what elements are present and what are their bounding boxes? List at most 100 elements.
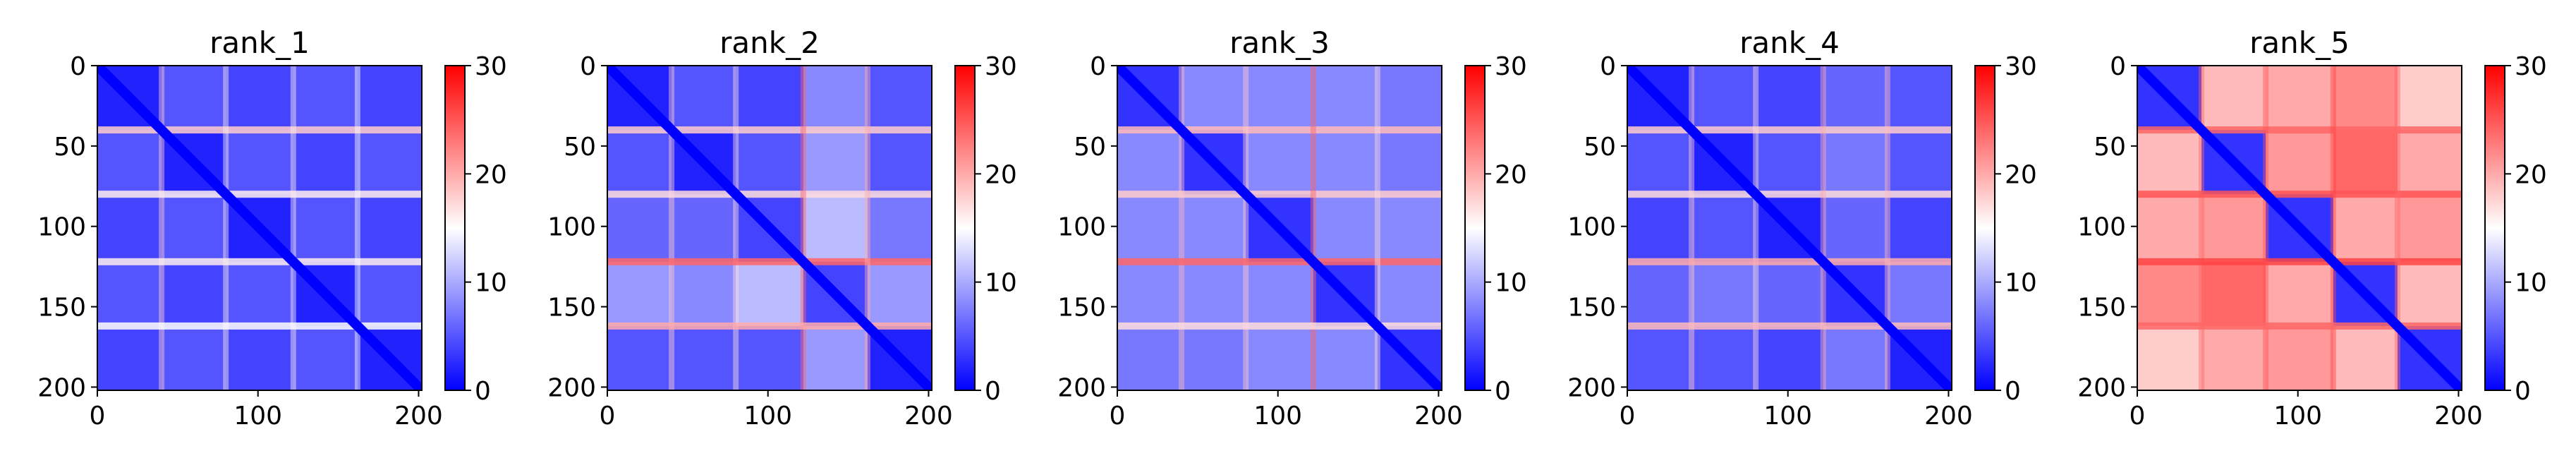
x-tick-label: 0 [600,402,616,431]
colorbar [444,65,466,391]
x-tick-label: 0 [1620,402,1636,431]
colorbar-tick-label: 0 [1495,377,1511,406]
heatmap-frame [1627,65,1952,391]
heatmap-cell [97,325,162,390]
heatmap-cell [162,66,226,131]
heatmap-col-band [2199,66,2205,390]
heatmap-cell [1377,194,1442,263]
heatmap-cell [1627,194,1692,263]
colorbar-tick-label: 20 [475,160,507,189]
heatmap-cell [293,130,358,195]
heatmap-row-band [2137,126,2462,134]
heatmap-cell [803,66,868,131]
colorbar [1464,65,1486,391]
y-tick-label: 0 [70,52,86,81]
heatmap-cell [2266,130,2334,195]
heatmap-cells [1117,66,1442,390]
heatmap-cell [2397,130,2462,195]
x-tick-label: 100 [2273,402,2322,431]
heatmap-cell [803,325,868,390]
heatmap-col-band [2394,66,2400,390]
heatmap-cell [2137,325,2202,390]
heatmap-cell [1691,194,1756,263]
heatmap-cell [1691,66,1756,131]
heatmap-cell [1246,261,1314,327]
heatmap-cell [672,325,736,390]
heatmap-diagonal [97,66,422,390]
heatmap-cell [357,66,422,131]
y-tick-label: 150 [37,294,86,323]
colorbar-tick-label: 20 [1495,160,1527,189]
heatmap-cell [2333,194,2398,263]
heatmap-row-band [607,258,932,265]
heatmap-col-band [1753,66,1759,390]
heatmap-col-band [1820,66,1826,390]
heatmap-cell [1756,261,1824,327]
colorbar-tick-label: 30 [2005,52,2037,81]
heatmap-row-band [1627,126,1952,134]
heatmap-col-band [1374,66,1380,390]
colorbar-tick-label: 20 [2005,160,2037,189]
heatmap-frame [607,65,932,391]
heatmap-cell [672,66,736,131]
heatmap-cells [607,66,932,390]
heatmap-cell [2333,130,2398,195]
x-tick-label: 200 [1414,402,1463,431]
heatmap-row-band [1117,258,1442,265]
y-tick-label: 200 [1567,373,1616,402]
y-tick-label: 50 [54,133,86,162]
heatmap-cell [1377,261,1442,327]
heatmap-cell [162,261,226,327]
heatmap-diagonal [1627,66,1952,390]
heatmap-cell [607,325,672,390]
y-tick-label: 100 [37,213,86,242]
heatmap-cell [672,194,736,263]
heatmap-cell [2201,194,2266,263]
heatmap-cell [1887,130,1952,195]
heatmap-cell [97,261,162,327]
heatmap-col-band [1884,66,1890,390]
heatmap-cell [736,66,804,131]
heatmap-cell [2397,194,2462,263]
heatmap-row-band [1117,191,1442,198]
y-tick-label: 50 [1074,133,1106,162]
y-tick-label: 50 [564,133,596,162]
colorbar [1974,65,1995,391]
heatmap-col-band [223,66,229,390]
heatmap-row-band [1117,126,1442,134]
heatmap-cell [736,325,804,390]
heatmap-cell [1117,261,1182,327]
heatmap-cell [2397,261,2462,327]
heatmap-col-band [1179,66,1185,390]
panel-title: rank_1 [209,25,310,60]
colorbar-tick-label: 10 [475,269,507,298]
heatmap-row-band [1627,258,1952,265]
heatmap-cell [2201,325,2266,390]
y-tick-label: 100 [547,213,596,242]
heatmap-cell [1887,194,1952,263]
x-tick-label: 0 [90,402,106,431]
heatmap-cell [1181,325,1246,390]
heatmap-cell [1117,325,1182,390]
heatmap-diagonal [1117,66,1442,390]
heatmap-col-band [1689,66,1695,390]
heatmap-cell [293,325,358,390]
heatmap-row-band [97,258,422,265]
heatmap-cell [97,130,162,195]
colorbar-tick-label: 0 [2005,377,2021,406]
heatmap-cell [1823,130,1888,195]
panel-title: rank_2 [719,25,820,60]
y-tick-label: 200 [37,373,86,402]
heatmap-cell [803,194,868,263]
heatmap-col-band [864,66,870,390]
heatmap-cell [1823,325,1888,390]
heatmap-cell [97,194,162,263]
heatmap-cell [1627,325,1692,390]
y-tick-label: 100 [2077,213,2126,242]
colorbar-tick-label: 30 [985,52,1017,81]
heatmap-cell [736,261,804,327]
heatmap-cell [1117,194,1182,263]
